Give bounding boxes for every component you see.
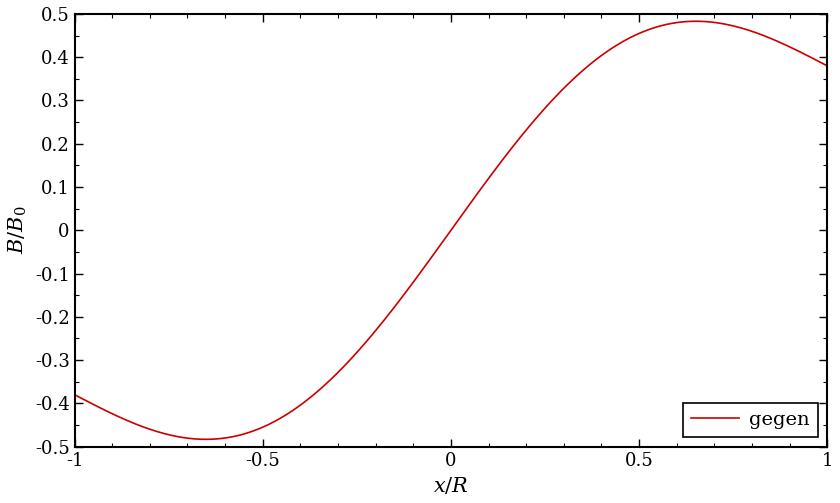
Line: gegen: gegen [75,21,827,439]
gegen [691,18,701,24]
gegen [402,288,412,294]
Legend: gegen: gegen [683,403,817,437]
X-axis label: $x/R$: $x/R$ [433,475,469,496]
gegen [375,322,385,328]
gegen [201,436,211,442]
gegen [587,59,597,65]
gegen [822,63,832,69]
gegen [657,23,667,29]
gegen [671,20,681,26]
gegen [146,427,156,433]
gegen [70,392,80,398]
Y-axis label: $B/B_0$: $B/B_0$ [7,206,29,255]
